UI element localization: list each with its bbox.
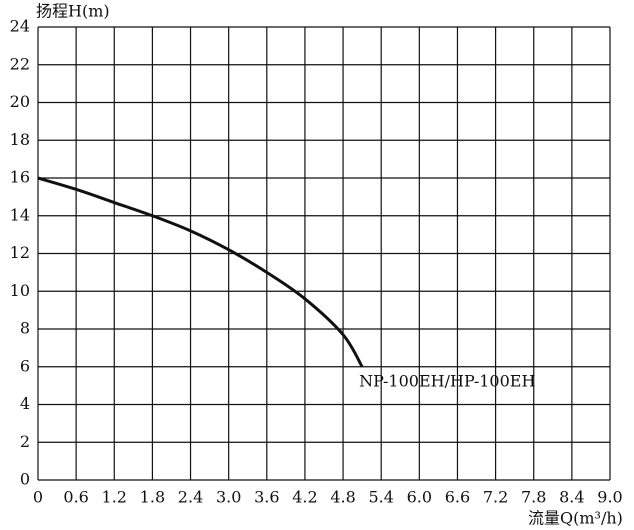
x-tick-label: 4.2 <box>292 488 317 507</box>
x-tick-label: 4.8 <box>330 488 355 507</box>
y-axis-label: 扬程H(m) <box>36 2 110 21</box>
x-axis-label: 流量Q(m³/h) <box>528 509 623 528</box>
y-tick-label: 6 <box>20 356 30 375</box>
series-label: NP-100EH/HP-100EH <box>359 371 535 390</box>
x-tick-label: 2.4 <box>178 488 203 507</box>
y-tick-label: 2 <box>20 432 30 451</box>
y-tick-label: 10 <box>10 281 30 300</box>
x-tick-label: 7.2 <box>483 488 508 507</box>
x-tick-label: 3.6 <box>254 488 279 507</box>
y-tick-label: 0 <box>20 470 30 489</box>
y-tick-label: 8 <box>20 319 30 338</box>
x-tick-label: 5.4 <box>368 488 393 507</box>
x-tick-label: 9.0 <box>597 488 622 507</box>
x-tick-label: 0.6 <box>63 488 88 507</box>
curve <box>37 176 364 368</box>
y-tick-label: 24 <box>10 17 30 36</box>
x-tick-label: 3.0 <box>216 488 241 507</box>
x-tick-label: 6.6 <box>445 488 470 507</box>
y-tick-label: 22 <box>10 54 30 73</box>
y-tick-label: 20 <box>10 92 30 111</box>
x-tick-label: 0 <box>33 488 43 507</box>
y-tick-label: 12 <box>10 243 30 262</box>
x-tick-label: 1.8 <box>140 488 165 507</box>
x-tick-label: 8.4 <box>559 488 584 507</box>
x-tick-label: 7.8 <box>521 488 546 507</box>
y-tick-label: 14 <box>10 205 30 224</box>
y-tick-label: 4 <box>20 394 30 413</box>
x-tick-label: 1.2 <box>102 488 127 507</box>
y-tick-label: 16 <box>10 168 30 187</box>
x-tick-label: 6.0 <box>407 488 432 507</box>
y-tick-label: 18 <box>10 130 30 149</box>
